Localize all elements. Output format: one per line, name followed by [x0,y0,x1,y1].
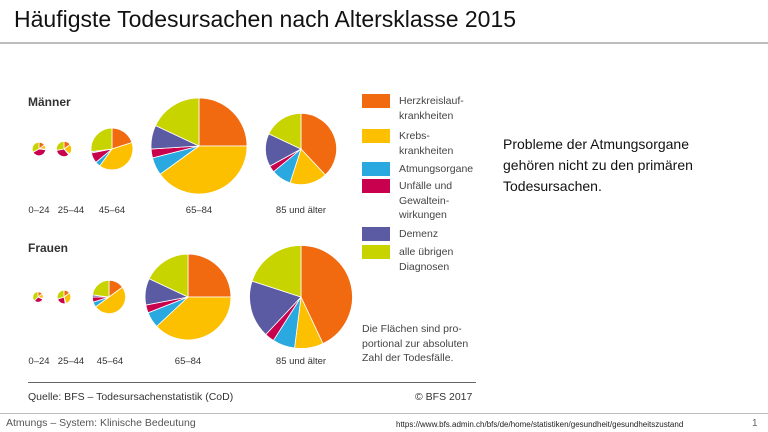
age-label: 85 und älter [275,356,327,367]
pie-slice [56,289,65,300]
age-label: 45–64 [98,205,126,216]
pie-slice [90,127,113,153]
copyright-text: © BFS 2017 [415,391,473,403]
legend-label: Unfälle und Gewaltein-wirkungen [399,180,453,221]
pie-slice [251,245,302,298]
pie-slice [31,141,40,153]
pie-slice [32,291,39,302]
pie-slice [159,145,248,195]
source-divider [28,382,476,383]
legend-label: Herzkreislauf-krankheiten [399,95,464,122]
pie-slice [268,113,302,150]
legend-swatch [362,245,390,259]
legend-swatch [362,162,390,176]
legend-label: Demenz [399,228,439,240]
group-label-maenner: Männer [28,95,71,109]
age-label: 45–64 [96,356,124,367]
legend-swatch [362,129,390,143]
pie-slice [249,280,302,336]
age-label: 25–44 [57,356,85,367]
side-note: Probleme der Atmungsorgane gehören nicht… [503,136,693,194]
pie-slice [99,142,134,171]
group-label-frauen: Frauen [28,241,69,255]
pie-slice [198,97,248,147]
pie-slice [300,245,353,345]
page-title: Häufigste Todesursachen nach Altersklass… [14,6,517,32]
pie-slice [92,279,110,298]
age-label: 65–84 [174,356,202,367]
legend-swatch [362,179,390,193]
legend-label: Atmungsorgane [399,163,474,175]
footer-title: Atmungs – System: Klinische Bedeutung [6,417,196,429]
pie-slice [94,286,126,314]
age-label: 0–24 [28,356,50,367]
pie-slice [300,113,337,176]
age-label: 65–84 [185,205,213,216]
source-text: Quelle: BFS – Todesursachenstatistik (Co… [28,391,234,403]
page-number: 1 [752,418,758,429]
legend-swatch [362,94,390,108]
age-label: 85 und älter [275,205,327,216]
legend-label: Krebs-krankheiten [399,130,454,157]
legend-label: alle übrigen Diagnosen [399,246,454,273]
footer-divider [0,413,768,414]
pie-slice [56,141,65,151]
footer-url: https://www.bfs.admin.ch/bfs/de/home/sta… [396,420,684,429]
pie-slice [187,253,232,298]
pie-slice [156,296,232,341]
pie-slice [148,253,189,298]
title-divider [0,42,768,44]
age-label: 0–24 [28,205,50,216]
legend-swatch [362,227,390,241]
pie-slice [155,97,200,147]
area-proportional-note: Die Flächen sind pro-portional zur absol… [362,323,469,364]
age-label: 25–44 [57,205,85,216]
